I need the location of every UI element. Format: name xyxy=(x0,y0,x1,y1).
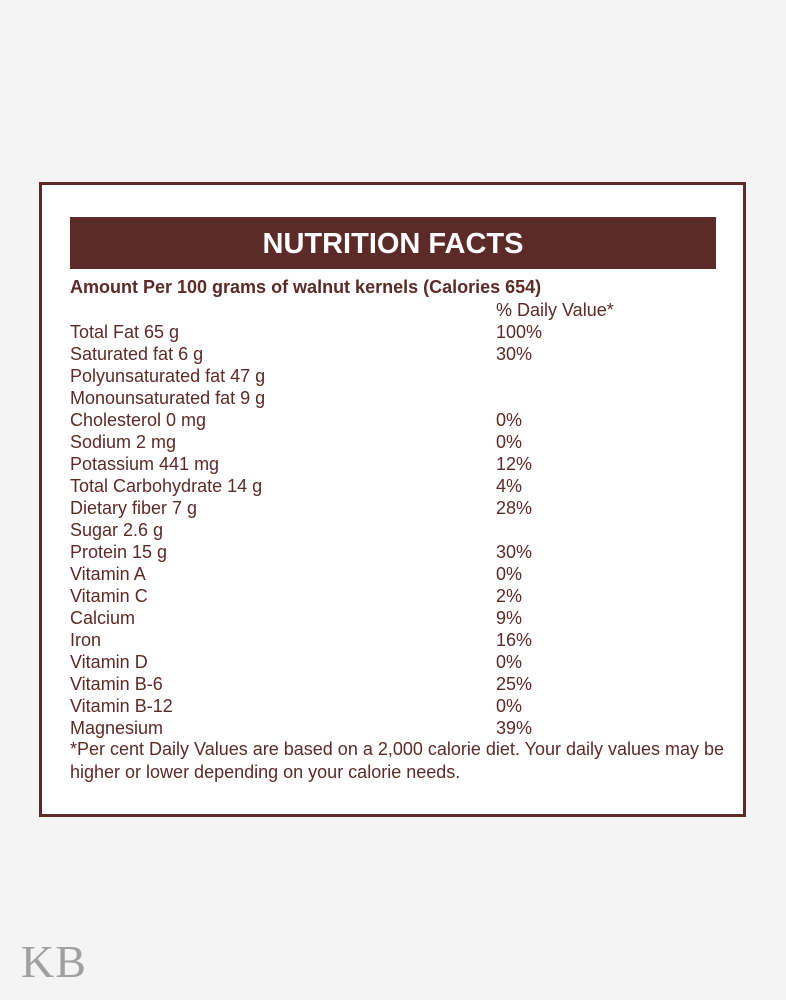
footnote: *Per cent Daily Values are based on a 2,… xyxy=(70,739,725,782)
nutrient-row: Potassium 441 mg 12% xyxy=(70,453,720,475)
daily-value-header: % Daily Value* xyxy=(496,300,614,320)
nutrient-daily-value: 12% xyxy=(496,454,533,474)
nutrient-row: Sodium 2 mg 0% xyxy=(70,431,720,453)
nutrient-row: Total Fat 65 g 100% xyxy=(70,321,720,343)
nutrient-daily-value: 39% xyxy=(496,718,533,738)
nutrient-row: Magnesium 39% xyxy=(70,717,720,739)
nutrient-daily-value: 100% xyxy=(496,322,543,342)
nutrient-label: Vitamin C xyxy=(70,586,148,606)
nutrient-row: Calcium 9% xyxy=(70,607,720,629)
nutrient-row: Iron 16% xyxy=(70,629,720,651)
nutrient-daily-value: 16% xyxy=(496,630,533,650)
nutrient-row: Sugar 2.6 g xyxy=(70,519,720,541)
nutrient-label: Iron xyxy=(70,630,102,650)
nutrient-row: Saturated fat 6 g 30% xyxy=(70,343,720,365)
nutrient-daily-value: 28% xyxy=(496,498,533,518)
nutrient-row: Total Carbohydrate 14 g 4% xyxy=(70,475,720,497)
nutrient-daily-value: 0% xyxy=(496,432,523,452)
serving-subtitle: Amount Per 100 grams of walnut kernels (… xyxy=(70,277,542,297)
nutrient-row: Cholesterol 0 mg 0% xyxy=(70,409,720,431)
nutrient-label: Vitamin D xyxy=(70,652,148,672)
nutrient-label: Cholesterol 0 mg xyxy=(70,410,207,430)
nutrient-label: Total Fat 65 g xyxy=(70,322,180,342)
nutrient-row: Vitamin B-12 0% xyxy=(70,695,720,717)
nutrient-daily-value: 2% xyxy=(496,586,523,606)
nutrient-row: Vitamin C 2% xyxy=(70,585,720,607)
nutrient-daily-value: 9% xyxy=(496,608,523,628)
nutrient-row: Polyunsaturated fat 47 g xyxy=(70,365,720,387)
nutrient-row: Protein 15 g 30% xyxy=(70,541,720,563)
nutrient-row: Vitamin B-6 25% xyxy=(70,673,720,695)
nutrient-label: Vitamin A xyxy=(70,564,146,584)
nutrient-label: Calcium xyxy=(70,608,136,628)
kb-logo: KB xyxy=(21,936,87,987)
panel-title: NUTRITION FACTS xyxy=(70,217,716,269)
nutrient-label: Polyunsaturated fat 47 g xyxy=(70,366,266,386)
nutrient-daily-value: 0% xyxy=(496,652,523,672)
nutrient-daily-value: 30% xyxy=(496,344,533,364)
nutrient-label: Sodium 2 mg xyxy=(70,432,177,452)
nutrition-facts-panel: NUTRITION FACTS Amount Per 100 grams of … xyxy=(39,182,746,817)
nutrient-daily-value: 4% xyxy=(496,476,523,496)
nutrient-row: Vitamin D 0% xyxy=(70,651,720,673)
nutrient-label: Total Carbohydrate 14 g xyxy=(70,476,263,496)
nutrient-row: Dietary fiber 7 g 28% xyxy=(70,497,720,519)
nutrient-daily-value: 0% xyxy=(496,696,523,716)
nutrient-label: Vitamin B-6 xyxy=(70,674,163,694)
nutrient-label: Vitamin B-12 xyxy=(70,696,173,716)
nutrient-row: Vitamin A 0% xyxy=(70,563,720,585)
nutrient-row: Monounsaturated fat 9 g xyxy=(70,387,720,409)
nutrient-daily-value: 0% xyxy=(496,564,523,584)
nutrient-label: Potassium 441 mg xyxy=(70,454,220,474)
nutrient-daily-value: 30% xyxy=(496,542,533,562)
nutrient-list: Total Fat 65 g 100% Saturated fat 6 g 30% Po… xyxy=(70,321,720,739)
nutrient-label: Saturated fat 6 g xyxy=(70,344,204,364)
nutrient-label: Protein 15 g xyxy=(70,542,168,562)
nutrient-label: Sugar 2.6 g xyxy=(70,520,164,540)
nutrient-label: Magnesium xyxy=(70,718,164,738)
nutrient-label: Dietary fiber 7 g xyxy=(70,498,198,518)
nutrient-daily-value: 25% xyxy=(496,674,533,694)
nutrient-label: Monounsaturated fat 9 g xyxy=(70,388,266,408)
nutrient-daily-value: 0% xyxy=(496,410,523,430)
